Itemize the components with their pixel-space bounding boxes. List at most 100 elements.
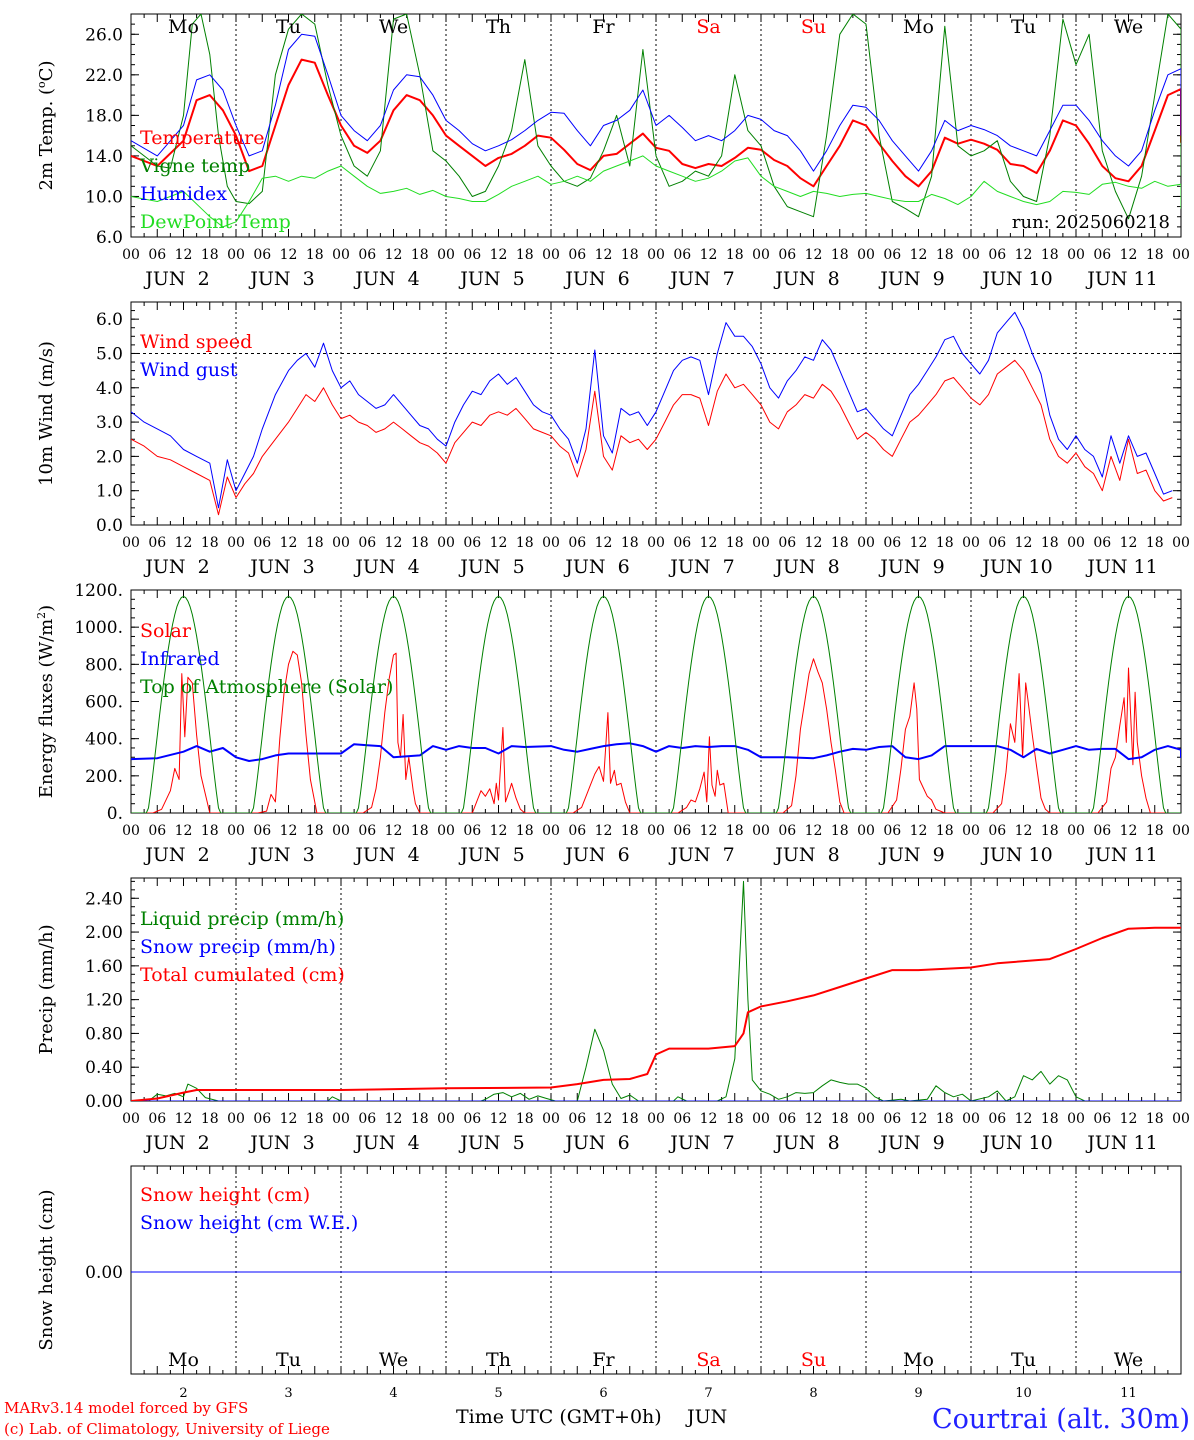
date-label: JUN 9	[878, 556, 944, 578]
series-group	[131, 14, 1181, 228]
y-tick-label: 0.00	[85, 1263, 123, 1283]
date-label: JUN 11	[1085, 268, 1157, 290]
date-label: JUN 11	[1085, 1132, 1157, 1154]
hour-tick-label: 00	[542, 1111, 560, 1127]
hour-tick-label: 06	[568, 1111, 586, 1127]
series-line-total-cumulated-cm-	[131, 926, 1181, 1101]
hour-tick-label: 18	[306, 247, 324, 263]
date-label: JUN 3	[248, 268, 314, 290]
series-line-humidex	[131, 33, 1181, 172]
footer-lab-credit: (c) Lab. of Climatology, University of L…	[4, 1420, 330, 1438]
y-tick-label: 200.	[85, 767, 123, 787]
hour-tick-label: 00	[647, 247, 665, 263]
date-label: JUN 9	[878, 844, 944, 866]
hour-tick-label: 12	[1120, 535, 1138, 551]
hour-tick-label: 18	[726, 823, 744, 839]
date-label: JUN 3	[248, 844, 314, 866]
date-label: JUN 5	[458, 1132, 524, 1154]
hour-tick-label: 00	[752, 823, 770, 839]
hour-tick-label: 06	[358, 823, 376, 839]
hour-tick-label: 06	[673, 823, 691, 839]
hour-tick-label: 12	[805, 1111, 823, 1127]
date-label: JUN 8	[773, 844, 839, 866]
hour-tick-label: 12	[1015, 823, 1033, 839]
series-line-wind-gust	[131, 311, 1173, 509]
hour-tick-label: 18	[1146, 823, 1164, 839]
y-tick-label: 2.0	[96, 447, 123, 467]
day-number: 6	[599, 1386, 607, 1401]
hour-tick-label: 00	[332, 535, 350, 551]
day-number: 8	[809, 1386, 817, 1401]
hour-tick-label: 18	[201, 247, 219, 263]
hour-tick-label: 00	[647, 823, 665, 839]
hour-tick-label: 00	[1067, 535, 1085, 551]
hour-tick-label: 12	[280, 823, 298, 839]
date-label: JUN 6	[563, 556, 629, 578]
y-tick-label: 400.	[85, 730, 123, 750]
date-label: JUN 6	[563, 268, 629, 290]
hour-tick-label: 00	[962, 535, 980, 551]
date-label: JUN 8	[773, 268, 839, 290]
date-label: JUN 11	[1085, 556, 1157, 578]
y-tick-label: 22.0	[85, 66, 123, 86]
y-tick-label: 1.60	[85, 957, 123, 977]
hour-tick-label: 06	[463, 247, 481, 263]
chart-panel-5: 0.00 Snow height (cm) Snow height (cm) Snow…	[36, 1165, 1182, 1401]
hour-tick-label: 18	[201, 535, 219, 551]
day-number: 9	[914, 1386, 922, 1401]
hour-tick-label: 18	[516, 247, 534, 263]
date-label: JUN 4	[353, 556, 419, 578]
hour-tick-label: 06	[1093, 247, 1111, 263]
hour-tick-label: 18	[1146, 247, 1164, 263]
hour-tick-label: 00	[962, 247, 980, 263]
weekday-label: We	[1114, 1349, 1143, 1371]
hour-tick-label: 18	[621, 1111, 639, 1127]
hour-tick-label: 00	[122, 1111, 140, 1127]
hour-tick-label: 00	[752, 1111, 770, 1127]
hour-tick-label: 06	[358, 247, 376, 263]
hour-tick-label: 06	[883, 1111, 901, 1127]
hour-tick-label: 12	[700, 247, 718, 263]
y-tick-label: 0.	[107, 804, 123, 824]
hour-tick-label: 12	[385, 823, 403, 839]
hour-tick-label: 18	[1041, 535, 1059, 551]
hour-tick-label: 12	[490, 1111, 508, 1127]
chart-panel-2: 0.0 1.0 2.0 3.0 4.0 5.0 6.0 10m Wind (m/s) Wind …	[36, 301, 1190, 578]
hour-tick-label: 00	[1067, 823, 1085, 839]
hour-tick-label: 00	[227, 823, 245, 839]
hour-tick-label: 12	[1120, 247, 1138, 263]
series-line-liquid-precip-mm-h-	[131, 880, 1181, 1101]
hour-tick-label: 00	[332, 823, 350, 839]
weekday-label: Mo	[168, 1349, 199, 1371]
weekday-label: Tu	[1011, 16, 1036, 38]
weekday-label: Tu	[276, 16, 301, 38]
date-label: JUN 8	[773, 1132, 839, 1154]
hour-tick-label: 18	[1041, 1111, 1059, 1127]
hour-tick-label: 00	[857, 823, 875, 839]
chart-panel-1: 6.0 10.0 14.0 18.0 22.0 26.0 2m Temp. (oC) Temp…	[35, 13, 1190, 290]
hour-tick-label: 12	[1120, 1111, 1138, 1127]
hour-tick-label: 06	[148, 823, 166, 839]
hour-tick-label: 00	[1172, 823, 1190, 839]
hour-tick-label: 00	[1172, 1111, 1190, 1127]
hour-tick-label: 18	[621, 247, 639, 263]
hour-tick-label: 12	[910, 823, 928, 839]
y-tick-label: 3.0	[96, 413, 123, 433]
hour-tick-label: 18	[936, 247, 954, 263]
date-label: JUN 4	[353, 844, 419, 866]
hour-tick-label: 06	[673, 247, 691, 263]
legend-entry: Temperature	[140, 127, 264, 149]
day-number: 5	[494, 1386, 502, 1401]
y-tick-label: 1.20	[85, 991, 123, 1011]
y-tick-label: 1.0	[96, 482, 123, 502]
date-label: JUN 10	[980, 268, 1052, 290]
hour-tick-label: 12	[490, 247, 508, 263]
hour-tick-label: 12	[175, 823, 193, 839]
hour-tick-label: 12	[490, 535, 508, 551]
y-axis-label: 2m Temp. (oC)	[35, 61, 57, 191]
hour-tick-label: 18	[831, 823, 849, 839]
hour-tick-label: 12	[700, 535, 718, 551]
hour-tick-label: 06	[883, 535, 901, 551]
date-label: JUN 4	[353, 1132, 419, 1154]
hour-tick-label: 00	[437, 247, 455, 263]
